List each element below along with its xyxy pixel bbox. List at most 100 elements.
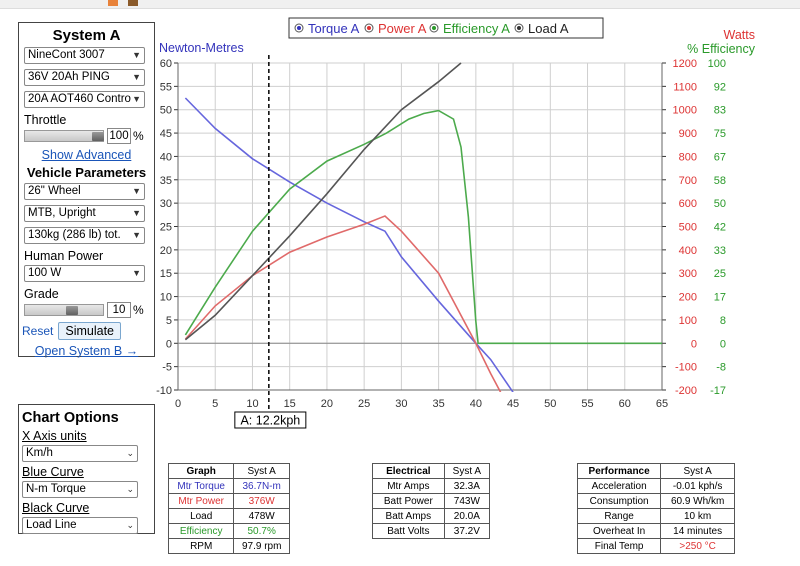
blue-curve-value: N-m Torque [26, 483, 86, 495]
controller-select[interactable]: 20A AOT460 Contro ▼ [24, 91, 145, 108]
efficiency-tick-label: 50 [714, 198, 726, 210]
left-tick-label: 10 [160, 292, 172, 304]
left-tick-label: -10 [156, 385, 172, 397]
legend-radio-load[interactable] [514, 23, 524, 33]
chevron-down-icon: ⌄ [126, 484, 134, 494]
series-line-torque-a [184, 97, 514, 392]
efficiency-tick-label: 100 [708, 58, 726, 70]
table-row: Range 10 km [576, 508, 735, 524]
throttle-value-input[interactable]: 100 [107, 128, 131, 144]
x-axis-units-select[interactable]: Km/h ⌄ [22, 445, 138, 462]
chevron-down-icon: ▼ [132, 208, 141, 218]
left-tick-label: 15 [160, 268, 172, 280]
black-curve-value: Load Line [26, 519, 77, 531]
open-system-b-link[interactable]: Open System B → [34, 344, 139, 358]
table-row: Final Temp >250 °C [576, 538, 735, 554]
x-tick-label: 0 [175, 398, 181, 410]
blue-curve-label: Blue Curve [22, 465, 84, 479]
throttle-slider[interactable] [24, 130, 104, 142]
cursor-label-box [234, 411, 307, 429]
battery-select[interactable]: 36V 20Ah PING ▼ [24, 69, 145, 86]
efficiency-tick-label: 83 [714, 105, 726, 117]
wheel-select-value: 26" Wheel [28, 185, 81, 197]
motor-select[interactable]: NineCont 3007 ▼ [24, 47, 145, 64]
table-row: Batt Amps 20.0A [372, 508, 491, 524]
legend-radio-torque[interactable] [294, 23, 304, 33]
table-row: Load 478W [167, 508, 290, 524]
black-curve-select[interactable]: Load Line ⌄ [22, 517, 138, 534]
electrical-row-value: 37.2V [443, 523, 491, 539]
graph-row-value: 478W [233, 508, 290, 524]
efficiency-tick-label: 92 [714, 81, 726, 93]
performance-table: Performance Syst A Acceleration -0.01 kph/… [576, 463, 735, 554]
watts-tick-label: 700 [679, 175, 697, 187]
throttle-slider-thumb[interactable] [92, 132, 104, 141]
performance-chart[interactable]: Torque A Power A Efficiency A Load A New… [0, 0, 800, 440]
watts-tick-label: 400 [679, 245, 697, 257]
simulate-button[interactable]: Simulate [58, 322, 121, 340]
controller-select-value: 20A AOT460 Contro [28, 93, 131, 105]
grade-slider[interactable] [24, 304, 104, 316]
series-line-efficiency-a [184, 109, 662, 345]
graph-row-value: 376W [233, 493, 290, 509]
efficiency-tick-label: -17 [710, 385, 726, 397]
wheel-select[interactable]: 26" Wheel ▼ [24, 183, 145, 200]
performance-row-value: 10 km [660, 508, 735, 524]
chart-legend [288, 17, 604, 39]
table-row: Overheat In 14 minutes [576, 523, 735, 539]
legend-radio-efficiency[interactable] [429, 23, 439, 33]
riding-style-select[interactable]: MTB, Upright ▼ [24, 205, 145, 222]
human-power-select[interactable]: 100 W ▼ [24, 265, 145, 282]
system-a-panel: System A NineCont 3007 ▼ 36V 20Ah PING ▼ 2… [18, 22, 155, 358]
left-tick-label: 45 [160, 128, 172, 140]
legend-radio-power[interactable] [364, 23, 374, 33]
system-a-title: System A [52, 27, 121, 44]
legend-torque[interactable]: Torque A [308, 21, 360, 36]
reset-link[interactable]: Reset [22, 324, 54, 338]
performance-table-header: Syst A [660, 463, 735, 479]
x-tick-label: 20 [321, 398, 333, 410]
x-tick-label: 35 [432, 398, 444, 410]
electrical-table-header: Syst A [443, 463, 491, 479]
grade-slider-thumb[interactable] [65, 306, 78, 315]
bookmark-icon[interactable] [128, 0, 138, 6]
left-tick-label: 35 [160, 175, 172, 187]
legend-efficiency[interactable]: Efficiency A [443, 21, 510, 36]
legend-power[interactable]: Power A [378, 21, 427, 36]
watts-tick-label: 1100 [673, 81, 697, 93]
left-tick-label: 30 [160, 198, 172, 210]
legend-load[interactable]: Load A [528, 21, 569, 36]
x-tick-label: 65 [656, 398, 668, 410]
show-advanced-link[interactable]: Show Advanced [41, 148, 132, 162]
watts-tick-label: 300 [679, 268, 697, 280]
battery-select-value: 36V 20Ah PING [28, 71, 110, 83]
chart-options-panel: Chart Options X Axis units Km/h ⌄ Blue Cu… [18, 404, 155, 534]
legend-radio-dot [517, 26, 521, 30]
chevron-down-icon: ▼ [132, 186, 141, 196]
x-tick-label: 45 [507, 398, 519, 410]
x-tick-label: 15 [284, 398, 296, 410]
grade-value-input[interactable]: 10 [107, 302, 131, 318]
human-power-select-value: 100 W [28, 267, 62, 279]
graph-row-label: Mtr Torque [167, 478, 235, 494]
efficiency-tick-label: 25 [714, 268, 726, 280]
x-tick-label: 55 [581, 398, 593, 410]
bookmark-icon[interactable] [108, 0, 118, 6]
left-tick-label: 25 [160, 222, 172, 234]
chart-grid [174, 62, 666, 391]
riding-style-select-value: MTB, Upright [28, 207, 96, 219]
table-row: Consumption 60.9 Wh/km [576, 493, 735, 509]
watts-tick-label: 1000 [673, 105, 697, 117]
x-tick-label: 60 [619, 398, 631, 410]
x-tick-label: 50 [544, 398, 556, 410]
performance-row-value: >250 °C [660, 538, 735, 554]
table-row: Mtr Torque 36.7N-m [167, 478, 290, 494]
left-axis-title: Newton-Metres [159, 41, 244, 55]
speed-cursor[interactable]: A: 12.2kph [234, 55, 307, 429]
efficiency-tick-label: 0 [720, 338, 726, 350]
chevron-down-icon: ⌄ [126, 520, 134, 530]
weight-select[interactable]: 130kg (286 lb) tot. ▼ [24, 227, 145, 244]
performance-row-label: Acceleration [576, 478, 662, 494]
blue-curve-select[interactable]: N-m Torque ⌄ [22, 481, 138, 498]
